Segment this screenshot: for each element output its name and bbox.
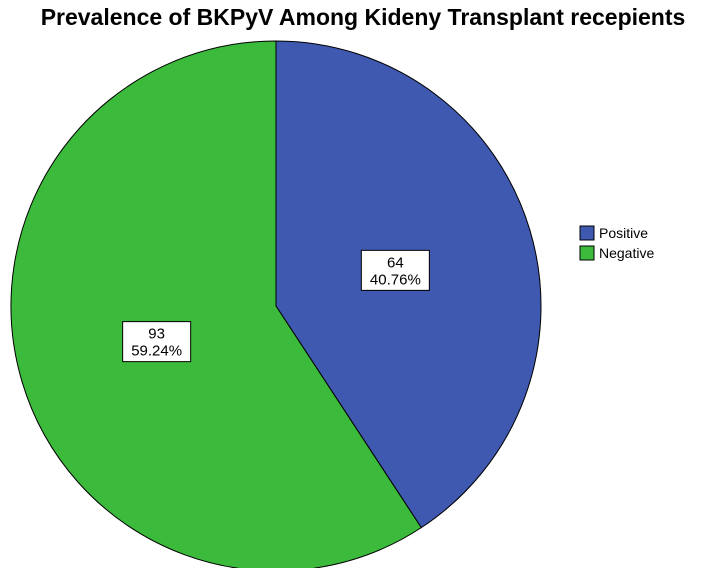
legend-item-positive: Positive <box>579 225 648 241</box>
legend-item-negative: Negative <box>579 245 654 261</box>
slice-value-label: 93 <box>148 326 165 343</box>
legend-label: Positive <box>599 225 648 241</box>
pie-slice-negative <box>10 40 422 568</box>
slice-label-box <box>122 321 192 363</box>
pie-slices <box>10 40 542 568</box>
slice-value-label: 64 <box>387 254 404 271</box>
legend-label: Negative <box>599 245 654 261</box>
legend-swatch <box>579 245 595 261</box>
legend: Positive Negative <box>579 225 654 261</box>
slice-percent-label: 59.24% <box>131 343 182 360</box>
chart-title: Prevalence of BKPyV Among Kideny Transpl… <box>40 4 686 30</box>
slice-percent-label: 40.76% <box>370 271 421 288</box>
slice-label-box <box>360 249 430 291</box>
legend-swatch <box>579 225 595 241</box>
